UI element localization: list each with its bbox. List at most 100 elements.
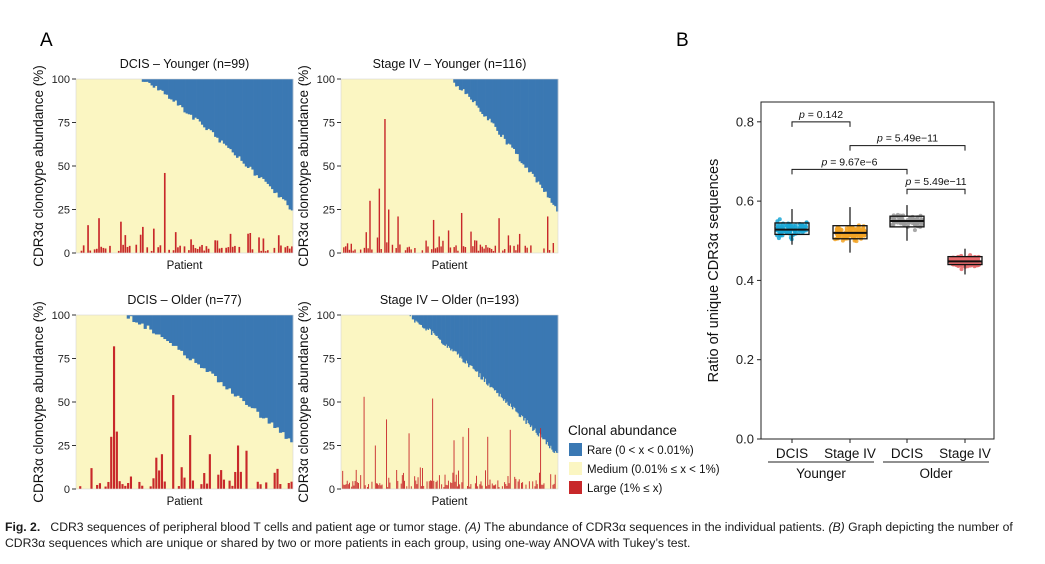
large-bar — [391, 244, 394, 253]
large-bar — [542, 484, 544, 489]
rare-bar — [531, 79, 535, 174]
rare-bar — [138, 315, 142, 325]
rare-bar — [247, 315, 252, 407]
large-bar — [200, 484, 203, 489]
large-bar — [279, 484, 282, 489]
large-bar — [431, 249, 433, 253]
large-bar — [457, 250, 459, 253]
large-bar — [380, 485, 382, 489]
y-tick-label: 0 — [329, 484, 335, 496]
rare-bar — [493, 315, 496, 391]
rare-bar — [543, 79, 546, 192]
rare-bar — [506, 315, 508, 402]
rare-bar — [456, 315, 459, 355]
large-bar — [124, 235, 127, 253]
rare-bar — [146, 315, 150, 326]
large-bar — [528, 481, 530, 489]
large-bar — [447, 480, 449, 489]
large-bar — [207, 248, 210, 253]
rare-bar — [529, 315, 532, 428]
x-tick-label: Stage IV — [939, 446, 991, 461]
large-bar — [128, 245, 131, 253]
p-value: = 9.67e−6 — [827, 156, 877, 168]
large-bar — [227, 247, 230, 253]
rare-bar — [460, 79, 463, 91]
rare-bar — [470, 79, 473, 100]
large-bar — [521, 482, 522, 489]
y-axis-label: CDR3α clonotype abundance (%) — [31, 65, 46, 266]
large-bar — [388, 477, 390, 489]
large-bar — [530, 245, 532, 253]
rare-bar — [460, 315, 462, 357]
rare-bar — [170, 79, 173, 100]
rare-bar — [533, 315, 535, 430]
rare-bar — [154, 79, 158, 86]
large-bar — [423, 485, 425, 489]
large-bar — [489, 479, 491, 489]
rare-bar — [429, 315, 432, 330]
rare-bar — [509, 315, 512, 404]
rare-bar — [550, 315, 552, 446]
rare-bar — [464, 315, 467, 364]
data-point — [968, 256, 973, 261]
rare-bar — [271, 79, 274, 190]
large-bar — [462, 436, 464, 489]
rare-bar — [218, 79, 222, 143]
large-bar — [205, 246, 208, 253]
rare-bar — [181, 79, 184, 108]
large-bar — [509, 245, 512, 253]
rare-bar — [270, 315, 274, 423]
rare-bar — [473, 315, 476, 370]
rare-bar — [132, 315, 136, 323]
rare-bar — [515, 315, 517, 412]
rare-bar — [478, 315, 480, 378]
large-bar — [503, 249, 506, 253]
large-bar — [470, 231, 472, 253]
large-bar — [353, 485, 355, 489]
large-bar — [220, 470, 223, 489]
large-bar — [488, 484, 490, 489]
y-tick-label: 50 — [323, 397, 335, 409]
large-bar — [217, 474, 220, 489]
large-bar — [387, 487, 389, 489]
rare-bar — [179, 79, 182, 106]
group-label: Younger — [796, 466, 846, 481]
large-bar — [277, 235, 280, 253]
large-bar — [351, 486, 353, 489]
group-1: Stage IV — [824, 207, 876, 461]
rare-bar — [205, 79, 208, 131]
rare-bar — [549, 315, 551, 449]
rare-bar — [166, 315, 170, 342]
large-bar — [367, 248, 369, 253]
large-bar — [180, 467, 183, 489]
rare-bar — [527, 315, 530, 424]
data-point — [804, 224, 809, 229]
large-bar — [434, 248, 437, 253]
rare-bar — [420, 315, 423, 325]
large-bar — [470, 484, 472, 489]
facet-title: DCIS – Older (n=77) — [127, 293, 241, 307]
large-bar — [264, 251, 267, 253]
rare-bar — [126, 315, 130, 319]
large-bar — [345, 484, 347, 489]
large-bar — [104, 248, 107, 253]
rare-bar — [452, 315, 454, 352]
large-bar — [406, 247, 409, 253]
rare-bar — [273, 79, 276, 194]
rare-bar — [514, 315, 516, 408]
large-bar — [160, 454, 164, 489]
large-bar — [231, 246, 234, 253]
large-bar — [220, 247, 223, 253]
large-bar — [536, 484, 538, 489]
rare-bar — [191, 315, 195, 359]
rare-bar — [520, 79, 523, 164]
x-axis-label: Patient — [432, 496, 469, 508]
large-bar — [157, 247, 160, 253]
rare-bar — [479, 315, 481, 374]
rare-bar — [537, 315, 540, 437]
large-bar — [389, 482, 391, 489]
y-tick-label: 50 — [58, 397, 70, 409]
rare-bar — [522, 315, 524, 417]
rare-bar — [229, 79, 232, 150]
rare-bar — [168, 79, 171, 99]
